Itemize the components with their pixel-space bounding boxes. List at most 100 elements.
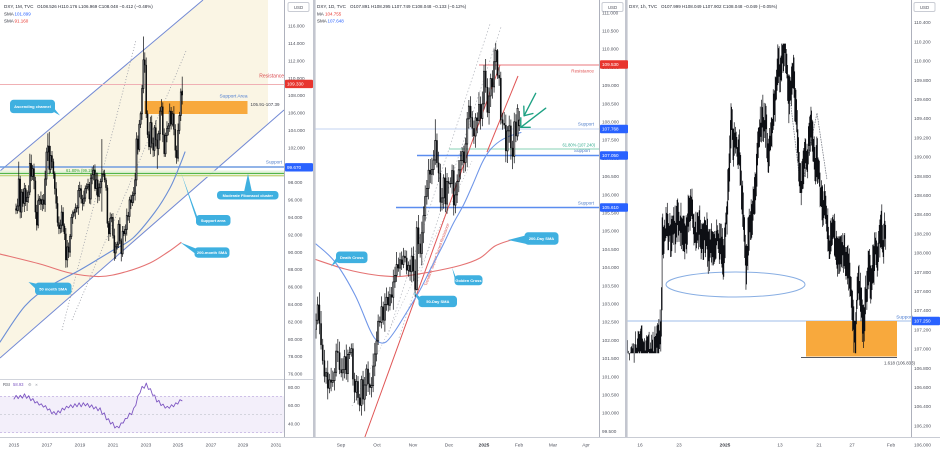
svg-text:80.000: 80.000 bbox=[288, 337, 303, 342]
svg-text:21: 21 bbox=[816, 443, 822, 449]
svg-text:110.000: 110.000 bbox=[914, 59, 931, 64]
svg-text:110.000: 110.000 bbox=[602, 47, 619, 52]
svg-text:Support: Support bbox=[896, 315, 913, 321]
svg-text:114.000: 114.000 bbox=[288, 41, 305, 46]
svg-text:107.800: 107.800 bbox=[914, 270, 931, 275]
svg-text:104.000: 104.000 bbox=[602, 265, 619, 270]
svg-text:SMA: SMA bbox=[317, 19, 327, 24]
svg-text:109.200: 109.200 bbox=[914, 135, 931, 140]
svg-text:102.000: 102.000 bbox=[602, 338, 619, 343]
svg-text:USD: USD bbox=[294, 5, 303, 10]
svg-text:110.200: 110.200 bbox=[914, 39, 931, 44]
svg-text:106.600: 106.600 bbox=[914, 385, 931, 390]
svg-text:⚙: ⚙ bbox=[28, 382, 32, 387]
svg-text:108.200: 108.200 bbox=[914, 231, 931, 236]
svg-text:50 month SMA: 50 month SMA bbox=[39, 286, 67, 291]
svg-text:2015: 2015 bbox=[9, 443, 20, 449]
svg-text:100.000: 100.000 bbox=[602, 411, 619, 416]
svg-text:200-Day SMA: 200-Day SMA bbox=[529, 236, 554, 241]
svg-text:16: 16 bbox=[637, 443, 643, 449]
svg-text:101.500: 101.500 bbox=[602, 356, 619, 361]
svg-text:60.00: 60.00 bbox=[288, 403, 300, 408]
svg-text:105.610: 105.610 bbox=[602, 205, 619, 210]
svg-text:104.755: 104.755 bbox=[325, 12, 342, 17]
svg-text:SMA: SMA bbox=[4, 12, 14, 17]
svg-text:108.000: 108.000 bbox=[914, 251, 931, 256]
svg-text:108.800: 108.800 bbox=[914, 174, 931, 179]
svg-text:105.91-107.39: 105.91-107.39 bbox=[251, 102, 281, 107]
svg-text:O107.999 H108.049 L107.902 C10: O107.999 H108.049 L107.902 C108.048 −0.0… bbox=[661, 4, 778, 9]
svg-text:Death Cross: Death Cross bbox=[340, 255, 364, 260]
svg-text:2023: 2023 bbox=[141, 443, 152, 449]
svg-text:96.000: 96.000 bbox=[288, 198, 303, 203]
svg-text:106.400: 106.400 bbox=[914, 404, 931, 409]
svg-text:O108.526 H110.176 L106.969 C10: O108.526 H110.176 L106.969 C108.048 −0.4… bbox=[37, 4, 153, 9]
svg-text:USD: USD bbox=[920, 5, 929, 10]
svg-text:107.648: 107.648 bbox=[328, 19, 345, 24]
svg-text:106.000: 106.000 bbox=[288, 111, 305, 116]
svg-text:2027: 2027 bbox=[206, 443, 217, 449]
svg-text:Support: Support bbox=[578, 122, 595, 127]
svg-text:200-month SMA: 200-month SMA bbox=[197, 250, 227, 255]
svg-text:104.500: 104.500 bbox=[602, 247, 619, 252]
svg-text:107.768: 107.768 bbox=[602, 127, 619, 132]
svg-text:110.400: 110.400 bbox=[914, 20, 931, 25]
svg-text:102.500: 102.500 bbox=[602, 320, 619, 325]
svg-text:106.000: 106.000 bbox=[602, 192, 619, 197]
svg-text:Support area: Support area bbox=[201, 218, 226, 223]
svg-text:106.800: 106.800 bbox=[914, 366, 931, 371]
svg-text:106.200: 106.200 bbox=[914, 423, 931, 428]
svg-text:27: 27 bbox=[849, 443, 855, 449]
svg-text:Support Area: Support Area bbox=[219, 94, 247, 100]
svg-text:110.500: 110.500 bbox=[602, 29, 619, 34]
svg-text:107.400: 107.400 bbox=[914, 308, 931, 313]
svg-text:100.500: 100.500 bbox=[602, 393, 619, 398]
svg-text:112.000: 112.000 bbox=[288, 58, 305, 63]
svg-text:2017: 2017 bbox=[42, 443, 53, 449]
svg-text:84.000: 84.000 bbox=[288, 302, 303, 307]
svg-text:Golden Cross: Golden Cross bbox=[455, 278, 482, 283]
svg-text:102.000: 102.000 bbox=[288, 145, 305, 150]
svg-text:92.000: 92.000 bbox=[288, 232, 303, 237]
svg-text:50-Day SMA: 50-Day SMA bbox=[426, 299, 449, 304]
svg-text:Ascending channel: Ascending channel bbox=[14, 104, 51, 109]
svg-text:109.000: 109.000 bbox=[914, 155, 931, 160]
svg-text:58.93: 58.93 bbox=[13, 382, 24, 387]
svg-text:94.000: 94.000 bbox=[288, 215, 303, 220]
svg-text:101.899: 101.899 bbox=[15, 12, 32, 17]
svg-text:23: 23 bbox=[676, 443, 682, 449]
svg-text:O107.891 H108.295 L107.749 C10: O107.891 H108.295 L107.749 C108.048 −0.1… bbox=[350, 4, 467, 9]
svg-text:111.000: 111.000 bbox=[602, 10, 619, 15]
svg-text:109.800: 109.800 bbox=[914, 78, 931, 83]
svg-text:116.000: 116.000 bbox=[288, 24, 305, 29]
svg-text:MA: MA bbox=[317, 12, 324, 17]
svg-text:40.00: 40.00 bbox=[288, 421, 300, 426]
svg-text:107.050: 107.050 bbox=[602, 153, 619, 158]
svg-text:107.000: 107.000 bbox=[914, 347, 931, 352]
svg-text:Sep: Sep bbox=[337, 443, 346, 449]
svg-text:103.500: 103.500 bbox=[602, 283, 619, 288]
svg-text:105.500: 105.500 bbox=[602, 211, 619, 216]
svg-text:76.000: 76.000 bbox=[288, 372, 303, 377]
svg-text:98.000: 98.000 bbox=[288, 180, 303, 185]
svg-text:108.000: 108.000 bbox=[288, 93, 305, 98]
svg-text:Nov: Nov bbox=[409, 443, 418, 449]
svg-text:Feb: Feb bbox=[887, 443, 896, 449]
svg-text:RSI: RSI bbox=[3, 382, 10, 387]
svg-text:108.600: 108.600 bbox=[914, 193, 931, 198]
svg-text:107.250: 107.250 bbox=[914, 319, 931, 324]
svg-text:Oct: Oct bbox=[373, 443, 381, 449]
svg-text:90.000: 90.000 bbox=[288, 250, 303, 255]
svg-text:109.000: 109.000 bbox=[602, 83, 619, 88]
svg-text:80.00: 80.00 bbox=[288, 385, 300, 390]
svg-text:107.500: 107.500 bbox=[602, 138, 619, 143]
svg-text:108.400: 108.400 bbox=[914, 212, 931, 217]
svg-text:Resistance: Resistance bbox=[259, 74, 284, 80]
svg-text:Apr: Apr bbox=[582, 443, 590, 449]
svg-text:109.330: 109.330 bbox=[287, 82, 304, 87]
svg-text:2025: 2025 bbox=[173, 443, 184, 449]
svg-text:78.000: 78.000 bbox=[288, 354, 303, 359]
svg-text:DXY, 1M, TVC: DXY, 1M, TVC bbox=[4, 4, 34, 9]
svg-text:DXY, 1D, TVC: DXY, 1D, TVC bbox=[317, 4, 347, 9]
svg-text:2021: 2021 bbox=[108, 443, 119, 449]
